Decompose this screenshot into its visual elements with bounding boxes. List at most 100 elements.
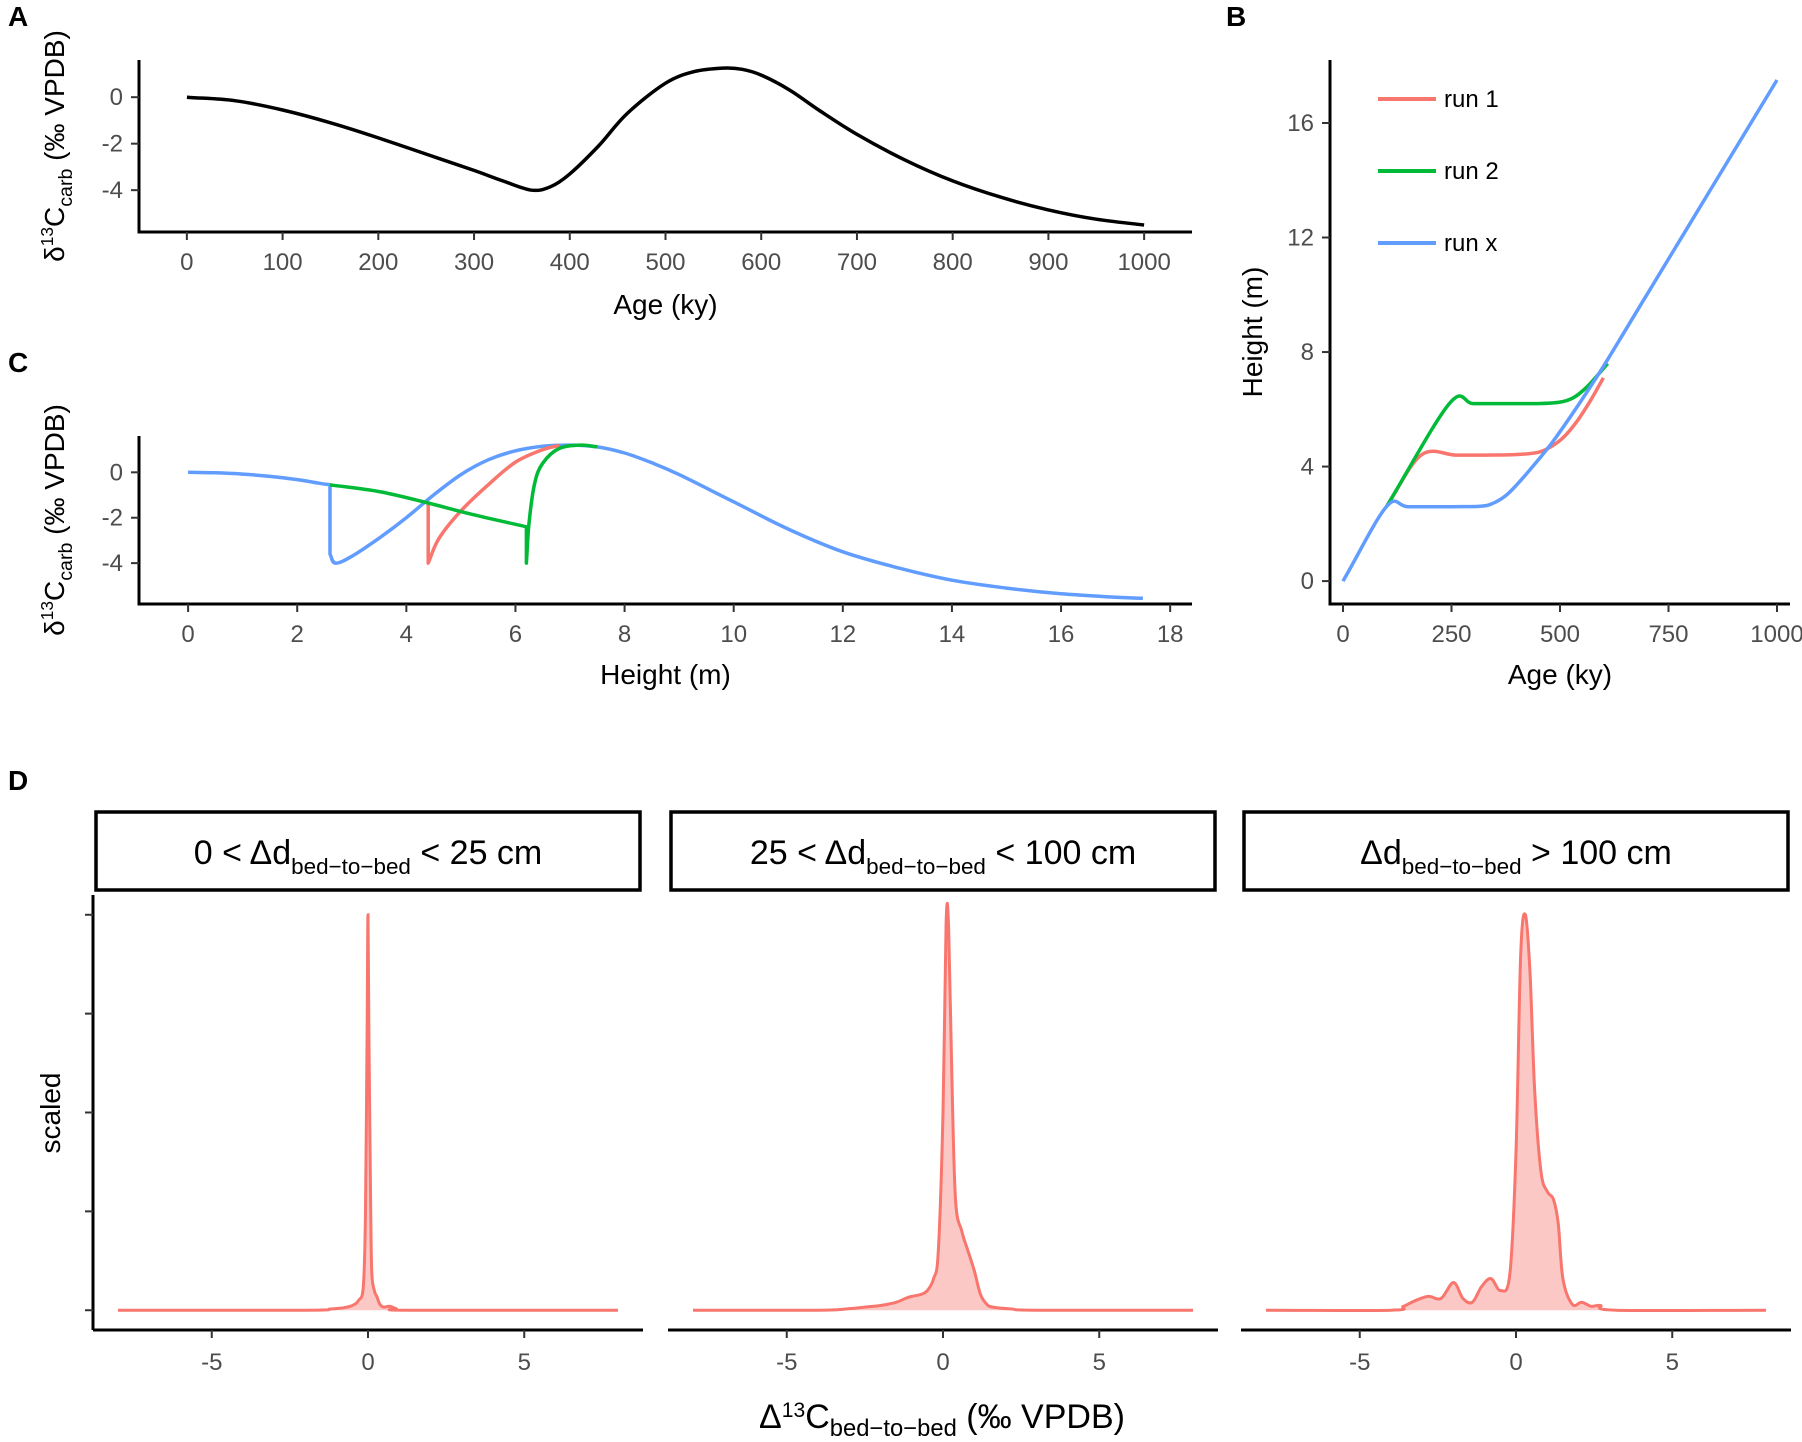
panel-c-x-tick-label: 14 xyxy=(939,621,966,648)
panel-c-x-tick-label: 6 xyxy=(509,621,522,648)
panel-b-legend-label: run 2 xyxy=(1444,158,1499,185)
panel-d-x-axis-title-part: bed−to−bed xyxy=(830,1415,957,1442)
panel-d-strip-label-part: > 100 cm xyxy=(1522,834,1672,872)
panel-b-legend-label: run 1 xyxy=(1444,86,1499,113)
panel-b-y-axis-title: Height (m) xyxy=(1237,267,1268,398)
panel-c-series-run-x xyxy=(188,443,1143,601)
panel-b-series-run-x xyxy=(1341,79,1779,582)
panel-a-y-axis-title-part: 13 xyxy=(37,227,57,246)
panel-b-axis-lines xyxy=(1328,60,1790,606)
panel-c-y-axis-title-part: 13 xyxy=(37,601,57,620)
panel-d-strip-label-part: < 25 cm xyxy=(411,834,542,872)
panel-a-y-axis-title-part: δ xyxy=(39,246,70,262)
panel-b-x-tick-label: 500 xyxy=(1540,621,1580,648)
panel-d-strip-label: 0 < Δdbed−to−bed < 25 cm xyxy=(194,834,543,879)
panel-b-legend-label: run x xyxy=(1444,230,1497,257)
panel-a-y-axis-title-part: carb xyxy=(55,169,77,207)
panel-a-x-tick-label: 400 xyxy=(550,249,590,276)
panel-c-y-axis-title-part: δ xyxy=(39,620,70,636)
panel-c-label: C xyxy=(8,347,28,378)
panel-d-x-axis-title-part: C xyxy=(805,1398,830,1436)
panel-c-y-tick-label: 0 xyxy=(110,459,123,486)
panel-c-y-axis-title-part: carb xyxy=(55,543,77,581)
panel-a-y-tick-label: -4 xyxy=(102,177,123,204)
panel-d-strip-label-part: bed−to−bed xyxy=(1402,854,1522,879)
panel-c-x-tick-label: 8 xyxy=(618,621,631,648)
panel-d-strip-label-part: bed−to−bed xyxy=(291,854,411,879)
panel-b-x-tick-label: 0 xyxy=(1336,621,1349,648)
panel-d-label: D xyxy=(8,765,28,796)
panel-a-y-tick-label: -2 xyxy=(102,131,123,158)
panel-c-y-axis-title-part: C xyxy=(39,581,70,601)
panel-d-strip-label-part: Δd xyxy=(1360,834,1402,872)
panel-c-x-tick-label: 16 xyxy=(1048,621,1075,648)
panel-a-axis-lines xyxy=(137,60,1192,234)
panel-a-x-tick-label: 100 xyxy=(263,249,303,276)
panel-a-x-tick-label: 900 xyxy=(1028,249,1068,276)
panel-c-x-tick-label: 10 xyxy=(720,621,747,648)
panel-c-x-tick-label: 12 xyxy=(829,621,856,648)
panel-b-y-tick-label: 16 xyxy=(1287,110,1314,137)
panel-a-x-tick-label: 500 xyxy=(645,249,685,276)
panel-d-density-line xyxy=(1265,912,1767,1313)
panel-d-density-area xyxy=(118,914,618,1311)
panel-d-x-axis-title-part: Δ xyxy=(759,1398,782,1436)
panel-d-x-tick-label: 5 xyxy=(1666,1349,1679,1376)
panel-d-x-axis-title-part: (‰ VPDB) xyxy=(957,1398,1125,1436)
panel-a-x-tick-label: 700 xyxy=(837,249,877,276)
panel-c-y-tick-label: -4 xyxy=(102,550,123,577)
panel-d-strip-box xyxy=(94,810,642,892)
panel-d-x-tick-label: 0 xyxy=(936,1349,949,1376)
panel-b-y-tick-label: 8 xyxy=(1301,339,1314,366)
panel-d-density-area xyxy=(1266,913,1766,1311)
panel-b-x-tick-label: 250 xyxy=(1431,621,1471,648)
panel-a-y-axis-title-part: C xyxy=(39,207,70,227)
panel-d-density-line xyxy=(117,913,619,1312)
panel-c-x-tick-label: 0 xyxy=(181,621,194,648)
panel-d-y-axis-title: scaled xyxy=(35,1073,66,1154)
panel-d-x-tick-label: 0 xyxy=(361,1349,374,1376)
panel-c-y-axis-title-part: (‰ VPDB) xyxy=(39,404,70,542)
panel-a-x-tick-label: 600 xyxy=(741,249,781,276)
panel-a-series-line xyxy=(186,66,1145,227)
panel-b-y-tick-label: 12 xyxy=(1287,225,1314,252)
panel-b-y-tick-label: 0 xyxy=(1301,568,1314,595)
panel-a-x-axis-title: Age (ky) xyxy=(613,289,717,320)
panel-a-x-tick-label: 300 xyxy=(454,249,494,276)
panel-c-x-tick-label: 4 xyxy=(400,621,413,648)
panel-d-density-line xyxy=(692,901,1194,1312)
panel-d-x-tick-label: -5 xyxy=(776,1349,797,1376)
panel-d-strip-label: Δdbed−to−bed > 100 cm xyxy=(1360,834,1672,879)
panel-a-y-tick-label: 0 xyxy=(110,84,123,111)
panel-d-x-tick-label: 5 xyxy=(518,1349,531,1376)
panel-b-x-tick-label: 1000 xyxy=(1750,621,1802,648)
panel-d-strip-box xyxy=(1242,810,1790,892)
panel-a-x-tick-label: 200 xyxy=(358,249,398,276)
panel-d-strip-label-part: 0 < Δd xyxy=(194,834,291,872)
panel-a-x-tick-label: 0 xyxy=(180,249,193,276)
panel-c-x-tick-label: 18 xyxy=(1157,621,1184,648)
panel-c-series-run-2 xyxy=(329,443,598,565)
panel-a-x-tick-label: 1000 xyxy=(1117,249,1170,276)
panel-d-x-tick-label: -5 xyxy=(1349,1349,1370,1376)
panel-a-y-axis-title: δ13Ccarb (‰ VPDB) xyxy=(37,30,77,262)
panel-a-x-tick-label: 800 xyxy=(933,249,973,276)
panel-b-label: B xyxy=(1226,1,1246,32)
panel-d-density-area xyxy=(693,903,1193,1311)
panel-d-strip-label: 25 < Δdbed−to−bed < 100 cm xyxy=(750,834,1136,879)
panel-c-y-axis-title: δ13Ccarb (‰ VPDB) xyxy=(37,404,77,636)
panel-b-y-tick-label: 4 xyxy=(1301,454,1314,481)
panel-d-x-axis-title: Δ13Cbed−to−bed (‰ VPDB) xyxy=(759,1398,1125,1442)
panel-d-strip-label-part: < 100 cm xyxy=(986,834,1136,872)
panel-d-x-tick-label: -5 xyxy=(201,1349,222,1376)
panel-d-strip-box xyxy=(669,810,1217,892)
panel-b-x-axis-title: Age (ky) xyxy=(1508,659,1612,690)
panel-d-strip-label-part: 25 < Δd xyxy=(750,834,866,872)
panel-c-x-axis-title: Height (m) xyxy=(600,659,731,690)
panel-d-x-axis-title-part: 13 xyxy=(782,1399,805,1422)
panel-b-x-tick-label: 750 xyxy=(1648,621,1688,648)
panel-d-x-tick-label: 5 xyxy=(1093,1349,1106,1376)
panel-c-x-tick-label: 2 xyxy=(291,621,304,648)
panel-c-axis-lines xyxy=(137,436,1192,606)
